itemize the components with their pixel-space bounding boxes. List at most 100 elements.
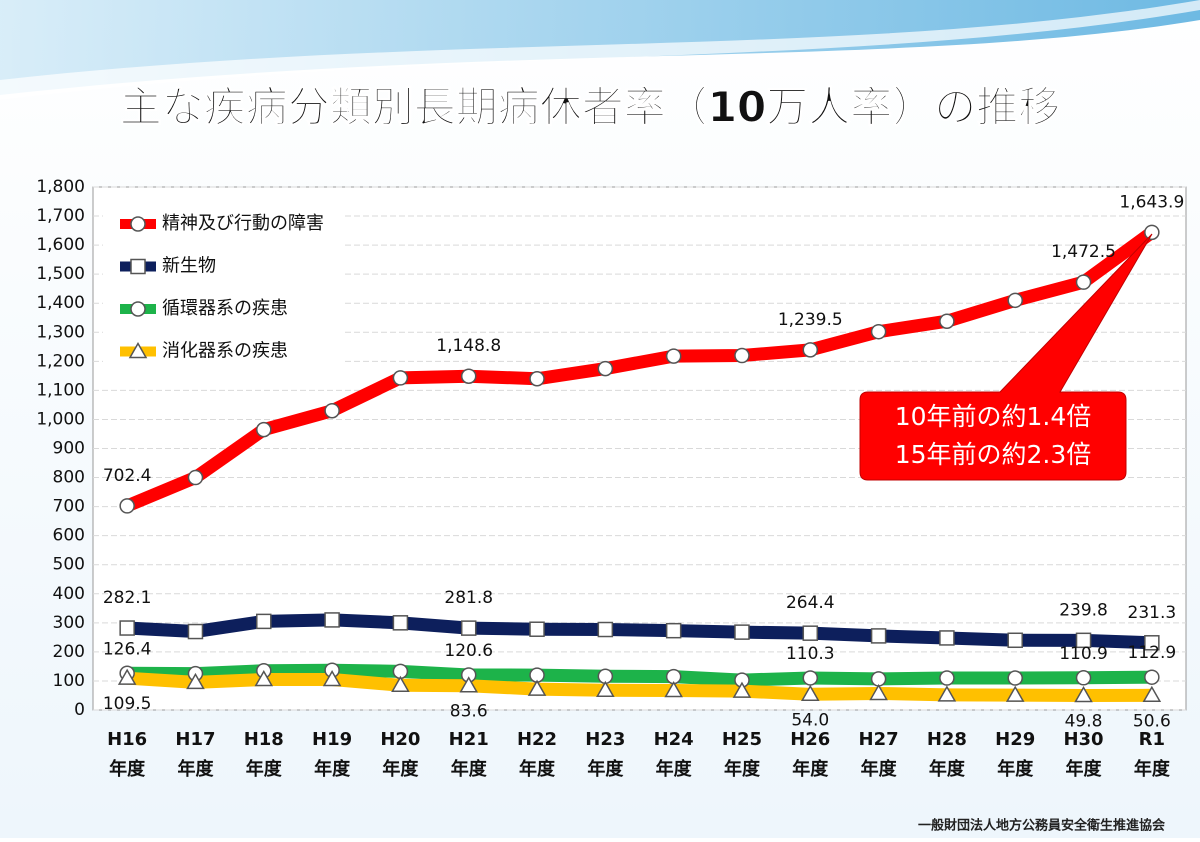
data-label: 110.9 — [1059, 644, 1108, 664]
data-label: 281.8 — [444, 588, 493, 608]
y-tick-label: 800 — [53, 468, 85, 488]
data-point — [665, 622, 682, 639]
data-point — [186, 672, 205, 690]
callout-box — [859, 233, 1153, 481]
data-point — [1075, 670, 1092, 686]
data-point — [119, 620, 135, 636]
legend-label: 消化器系の疾患 — [162, 341, 288, 362]
data-point — [1144, 669, 1160, 685]
x-tick-label: H19 年度 — [312, 729, 352, 780]
y-tick-label: 600 — [53, 526, 85, 546]
x-tick-label: H28 年度 — [927, 729, 967, 780]
series-line — [126, 613, 1153, 650]
data-label: 702.4 — [103, 466, 152, 486]
header-wave-highlight — [0, 0, 1200, 100]
series-line — [124, 227, 1156, 512]
legend-marker — [130, 216, 146, 232]
data-label: 54.0 — [791, 710, 829, 730]
data-point — [324, 612, 340, 628]
x-tick-label: H26 年度 — [790, 729, 830, 780]
y-tick-label: 1,000 — [36, 409, 85, 429]
data-label: 109.5 — [103, 694, 152, 714]
data-label: 1,239.5 — [778, 310, 843, 330]
x-tick-label: H24 年度 — [654, 729, 694, 780]
callout-text: 15年前の約2.3倍 — [895, 440, 1092, 469]
data-point — [1142, 685, 1162, 703]
data-point — [254, 669, 274, 687]
data-label: 112.9 — [1128, 643, 1177, 663]
data-point — [597, 360, 614, 377]
data-point — [322, 669, 342, 687]
data-point — [117, 668, 137, 685]
data-point — [870, 671, 887, 687]
data-point — [597, 621, 614, 638]
x-tick-label: H23 年度 — [585, 729, 625, 780]
data-point — [529, 371, 545, 387]
data-point — [802, 342, 819, 358]
data-point — [800, 684, 820, 702]
y-tick-label: 400 — [53, 584, 85, 604]
data-label: 282.1 — [103, 588, 152, 608]
x-tick-label: H21 年度 — [449, 729, 489, 780]
data-point — [460, 368, 477, 384]
data-point — [256, 613, 272, 630]
data-point — [119, 498, 135, 514]
x-tick-label: H22 年度 — [517, 729, 557, 780]
data-point — [734, 624, 750, 640]
data-point — [256, 421, 272, 438]
data-point — [939, 630, 955, 646]
data-point — [527, 679, 547, 696]
data-point — [937, 685, 957, 702]
data-point — [1144, 635, 1160, 651]
source-note: 一般財団法人地方公務員安全衛生推進協会 — [918, 818, 1166, 834]
data-point — [596, 680, 615, 697]
chart-title: 主な疾病分類別長期病休者率（10万人率）の推移 — [120, 83, 1060, 132]
legend-marker — [128, 341, 148, 359]
x-tick-label: H18 年度 — [244, 729, 284, 780]
callout-text: 10年前の約1.4倍 — [895, 402, 1092, 431]
data-point — [939, 670, 955, 686]
data-label: 231.3 — [1128, 603, 1177, 623]
y-tick-label: 1,100 — [36, 380, 85, 400]
data-point — [1007, 632, 1023, 649]
data-point — [665, 348, 682, 364]
x-tick-label: H17 年度 — [175, 729, 215, 780]
y-tick-label: 0 — [74, 700, 85, 720]
x-tick-label: H20 年度 — [380, 729, 420, 780]
data-point — [870, 628, 887, 644]
x-tick-label: H30 年度 — [1063, 729, 1103, 780]
data-point — [870, 323, 887, 340]
data-point — [939, 313, 955, 329]
data-label: 110.3 — [786, 644, 835, 664]
y-tick-label: 200 — [53, 642, 85, 662]
data-label: 83.6 — [450, 702, 488, 722]
data-label: 239.8 — [1059, 600, 1108, 620]
data-point — [1144, 224, 1160, 241]
data-point — [391, 675, 410, 693]
legend-label: 循環器系の疾患 — [162, 298, 288, 319]
data-point — [459, 676, 479, 693]
data-point — [460, 620, 477, 636]
data-point — [1005, 685, 1025, 702]
data-label: 126.4 — [103, 639, 152, 659]
data-label: 1,472.5 — [1051, 242, 1116, 262]
data-label: 1,148.8 — [436, 336, 501, 356]
data-point — [324, 402, 340, 419]
legend-label: 精神及び行動の障害 — [162, 213, 324, 234]
data-label: 120.6 — [444, 641, 493, 661]
y-tick-label: 1,400 — [36, 293, 85, 313]
data-label: 264.4 — [786, 593, 835, 613]
data-point — [1007, 292, 1023, 309]
y-tick-label: 700 — [53, 497, 85, 517]
x-tick-label: R1 年度 — [1134, 729, 1171, 780]
data-point — [392, 615, 409, 631]
data-point — [869, 683, 888, 701]
data-label: 49.8 — [1065, 712, 1103, 732]
data-point — [664, 681, 683, 698]
data-point — [1007, 670, 1023, 686]
legend-marker — [130, 258, 146, 275]
x-tick-label: H29 年度 — [995, 729, 1035, 780]
y-tick-label: 1,700 — [36, 206, 85, 226]
data-point — [734, 347, 750, 364]
